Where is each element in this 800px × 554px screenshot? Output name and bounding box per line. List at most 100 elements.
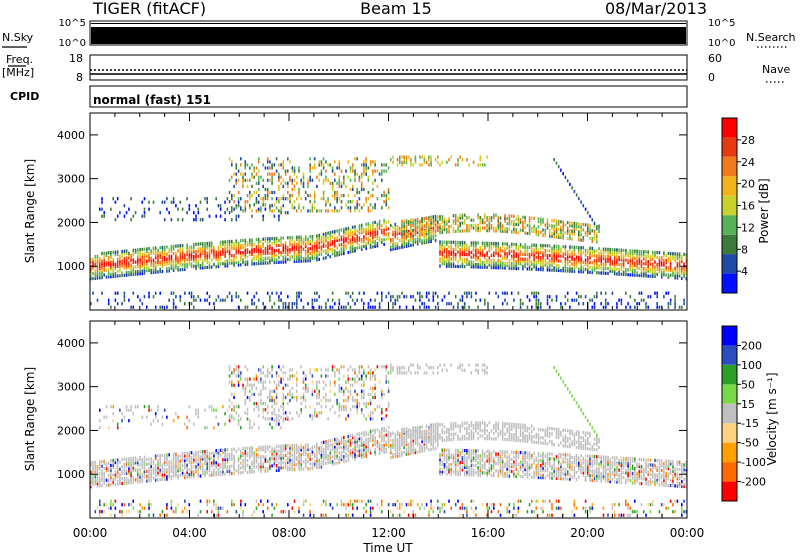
velocity-cell — [237, 405, 240, 409]
velocity-cell — [318, 461, 320, 465]
power-cell — [432, 221, 435, 225]
power-cell — [107, 258, 110, 262]
velocity-cell — [208, 459, 211, 463]
power-cell — [437, 228, 439, 232]
power-cell — [448, 264, 450, 268]
power-frame — [89, 112, 688, 311]
velocity-cell — [269, 445, 271, 449]
power-cell — [280, 260, 282, 264]
power-cell — [381, 163, 383, 167]
power-cell — [213, 250, 215, 254]
velocity-cell — [121, 465, 123, 469]
power-cell — [253, 255, 255, 259]
power-cell — [510, 264, 513, 268]
power-cell — [387, 220, 390, 224]
velocity-cell — [226, 510, 229, 514]
power-cell — [123, 259, 126, 263]
power-cell — [477, 258, 479, 262]
power-cell — [179, 258, 182, 262]
power-cell — [172, 298, 175, 302]
power-cell — [260, 249, 262, 253]
power-cell — [260, 209, 262, 213]
velocity-cell — [170, 462, 173, 466]
power-cell — [486, 155, 488, 159]
velocity-cell — [251, 448, 253, 452]
power-cell — [658, 251, 661, 255]
velocity-cell — [172, 462, 175, 466]
velocity-cell — [251, 468, 253, 472]
velocity-cell — [296, 389, 298, 393]
power-cell — [627, 302, 629, 306]
velocity-cell — [137, 468, 139, 472]
velocity-cell — [260, 499, 262, 503]
velocity-cell — [107, 466, 110, 470]
velocity-cell — [125, 464, 128, 468]
velocity-cell — [233, 466, 235, 471]
power-cell — [562, 266, 564, 270]
power-cell — [463, 243, 466, 247]
velocity-cell — [251, 426, 253, 430]
power-cell — [351, 230, 354, 234]
power-cell — [537, 291, 540, 295]
velocity-cell — [168, 474, 170, 479]
velocity-cell — [275, 419, 278, 423]
velocity-cell — [130, 471, 132, 475]
power-cell — [441, 250, 444, 254]
power-cell — [593, 234, 596, 238]
power-cell — [497, 258, 500, 263]
power-cell — [273, 209, 276, 213]
power-cell — [289, 236, 291, 240]
velocity-cell — [300, 453, 302, 457]
power-cell — [434, 226, 437, 230]
power-cell — [649, 274, 652, 278]
velocity-cell — [302, 467, 305, 471]
power-cell — [481, 226, 484, 230]
power-cell — [300, 259, 302, 263]
velocity-cell — [318, 411, 320, 415]
power-cell — [410, 229, 412, 233]
power-cell — [535, 230, 538, 234]
power-cell — [522, 302, 524, 306]
power-cell — [262, 218, 264, 222]
velocity-cell — [197, 457, 200, 461]
velocity-cell — [282, 371, 285, 375]
velocity-cell — [137, 458, 139, 462]
colorbar-segment — [722, 215, 737, 235]
velocity-cell — [159, 461, 161, 465]
power-cell — [336, 194, 338, 198]
power-cell — [510, 266, 513, 270]
power-cell — [309, 235, 311, 239]
velocity-cell — [251, 383, 253, 387]
power-cell — [627, 273, 629, 277]
velocity-cell — [266, 447, 269, 451]
power-cell — [531, 253, 533, 257]
power-cell — [340, 242, 343, 246]
power-cell — [280, 181, 282, 185]
power-cell — [193, 295, 195, 299]
power-cell — [253, 243, 255, 247]
power-cell — [625, 248, 627, 253]
velocity-cell — [246, 458, 249, 462]
beam-title: Beam 15 — [360, 0, 432, 18]
power-cell — [255, 197, 258, 201]
power-cell — [289, 197, 291, 201]
power-cell — [475, 248, 477, 252]
power-cell — [128, 254, 130, 258]
power-cell — [383, 190, 385, 195]
velocity-cell — [170, 465, 173, 469]
power-cell — [175, 259, 177, 263]
power-cell — [325, 251, 327, 255]
velocity-cell — [206, 452, 208, 456]
power-cell — [372, 221, 374, 225]
power-cell — [515, 228, 517, 232]
velocity-cell — [146, 415, 148, 419]
power-cell — [172, 266, 175, 270]
power-cell — [255, 172, 258, 176]
velocity-cell — [304, 398, 307, 403]
velocity-cell — [159, 468, 161, 472]
power-cell — [381, 238, 383, 242]
power-cell — [233, 254, 235, 258]
power-cell — [275, 236, 278, 240]
power-cell — [656, 251, 658, 255]
velocity-cell — [309, 414, 311, 418]
